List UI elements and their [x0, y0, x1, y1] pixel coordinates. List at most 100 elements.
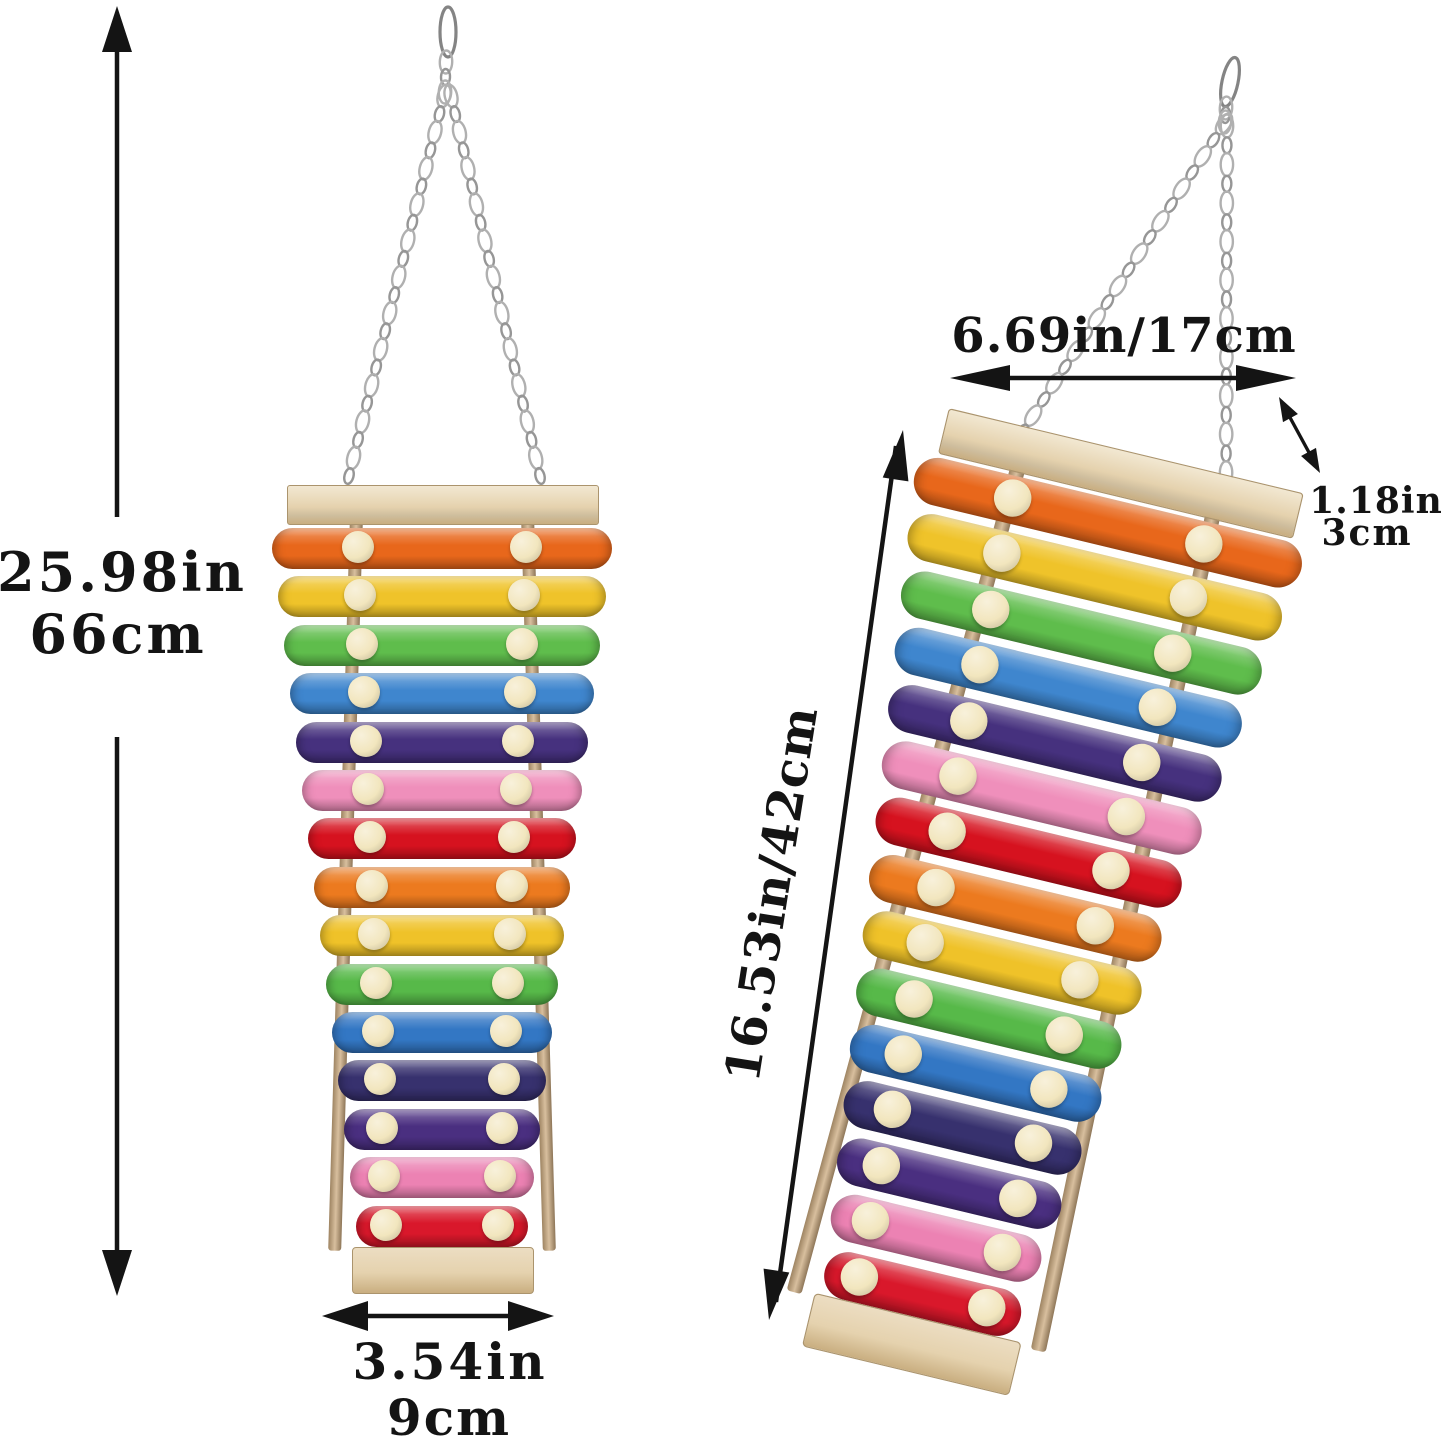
chain-link	[1220, 251, 1233, 271]
bar-knob	[506, 627, 538, 660]
top-width-arrowhead-left	[950, 365, 1010, 391]
bar-knob	[990, 475, 1036, 521]
chain-link	[390, 264, 407, 290]
height-label-cm: 66cm	[29, 602, 207, 666]
chain-link	[502, 336, 519, 362]
bar-knob	[968, 586, 1014, 632]
chain-link	[427, 119, 443, 145]
height-label-inches: 25.98in	[0, 540, 247, 604]
depth-label-inches: 1.18in	[1309, 480, 1443, 522]
bar-knob	[891, 975, 937, 1022]
chain-link	[534, 466, 546, 486]
bar-knob	[1119, 739, 1165, 785]
chain-link	[1220, 444, 1232, 463]
chain-link	[1219, 190, 1235, 216]
xylophone-bar-yellow	[320, 915, 564, 957]
bar-knob	[1150, 630, 1196, 676]
chain-link	[477, 228, 493, 254]
height-arrowhead-down	[102, 1250, 132, 1296]
bar-knob	[946, 697, 992, 744]
xylophone-bar-purple	[344, 1108, 540, 1150]
bar-knob	[498, 821, 530, 854]
chain-link	[343, 466, 355, 486]
bar-knob	[935, 753, 981, 799]
chain-link	[399, 228, 416, 254]
bar-knob	[1134, 684, 1180, 731]
chain-link	[363, 373, 380, 398]
bar-knob	[484, 1160, 516, 1193]
xylophone-bar-pink	[302, 770, 582, 811]
top-width-arrowhead-right	[1236, 365, 1296, 391]
bar-knob	[1181, 521, 1227, 567]
bar-knob	[502, 724, 534, 757]
chain-link	[460, 155, 476, 181]
bar-knob	[346, 627, 378, 660]
xylophone-bar-red	[308, 818, 576, 860]
chain-link	[494, 300, 510, 326]
xylophone-bar-yellow	[278, 576, 606, 618]
bar-knob	[1026, 1066, 1072, 1112]
xylophone-bar-orange	[314, 866, 570, 908]
wooden-base	[352, 1247, 534, 1294]
chain-clasp	[438, 5, 458, 59]
xylophone-bar-orange	[272, 528, 612, 569]
bar-knob	[1010, 1121, 1056, 1167]
depth-dimension-line	[1285, 411, 1314, 459]
bar-knob	[358, 918, 390, 951]
chain-link	[451, 119, 468, 145]
bar-knob	[979, 531, 1025, 577]
xylophone-bar-pink	[350, 1157, 534, 1199]
depth-arrowhead-up	[1279, 397, 1298, 423]
bar-knob	[508, 579, 540, 612]
chain-link	[1219, 151, 1235, 178]
chain-link	[381, 300, 398, 326]
bar-knob	[486, 1111, 518, 1144]
chain-link	[511, 373, 527, 399]
bar-knob	[362, 1015, 394, 1047]
bar-knob	[995, 1175, 1041, 1221]
bar-knob	[492, 966, 524, 999]
chain-link	[1220, 405, 1232, 425]
bar-knob	[1072, 902, 1118, 949]
bar-knob	[1057, 957, 1103, 1003]
bar-knob	[1041, 1012, 1087, 1058]
bar-knob	[924, 809, 970, 855]
chain-link	[409, 192, 425, 218]
chain-link	[485, 264, 502, 290]
bar-knob	[979, 1230, 1025, 1276]
xylophone-bar-red	[356, 1205, 528, 1247]
xylophone-bar-blue	[332, 1012, 552, 1053]
xylophone-bar-green	[326, 963, 558, 1005]
chain-link	[519, 409, 536, 435]
bar-knob	[368, 1160, 400, 1193]
bar-knob	[913, 864, 959, 910]
bar-knob	[490, 1015, 522, 1047]
xylophone-bar-blue	[290, 673, 594, 715]
bar-knob	[360, 966, 392, 999]
xylophone-bar-dark-purple	[296, 721, 588, 763]
bar-knob	[488, 1063, 520, 1096]
bar-knob	[836, 1253, 883, 1300]
base-width-label-inches: 3.54in	[352, 1332, 548, 1391]
chain-link	[1221, 213, 1233, 232]
chain-link	[1221, 136, 1233, 155]
base-width-label-cm: 9cm	[386, 1388, 512, 1442]
depth-label-cm: 3cm	[1321, 512, 1413, 554]
bar-knob	[869, 1087, 915, 1133]
bar-knob	[342, 531, 374, 563]
chain-link	[1220, 290, 1233, 309]
bar-knob	[847, 1198, 894, 1244]
bar-knob	[350, 724, 382, 757]
bar-knob	[364, 1063, 396, 1096]
bar-knob	[504, 676, 536, 709]
bar-knob	[366, 1111, 398, 1144]
bar-knob	[370, 1208, 402, 1241]
bar-knob	[356, 869, 388, 902]
height-arrowhead-up	[102, 6, 132, 52]
bar-knob	[482, 1208, 514, 1241]
diagonal-dimension-line	[773, 445, 899, 1303]
bar-knob	[344, 579, 376, 612]
chain-link	[354, 409, 371, 435]
xylophone-bar-green	[284, 624, 600, 666]
bar-knob	[500, 773, 532, 805]
